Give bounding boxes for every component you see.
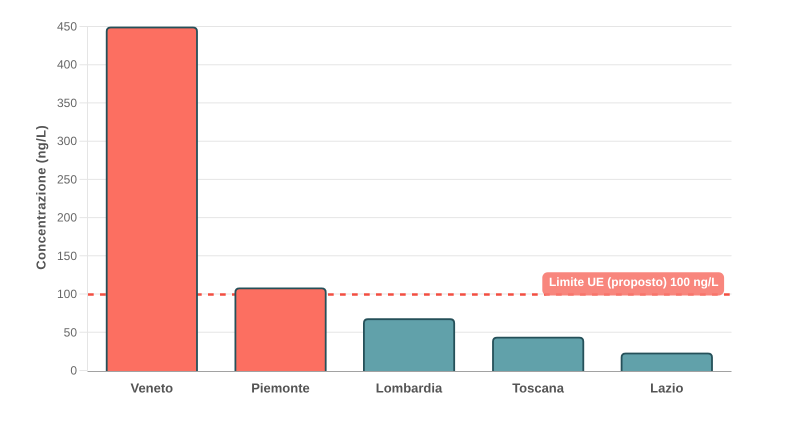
svg-text:Lazio: Lazio bbox=[650, 381, 683, 396]
svg-text:150: 150 bbox=[57, 249, 77, 263]
svg-text:Veneto: Veneto bbox=[130, 381, 173, 396]
svg-text:450: 450 bbox=[57, 20, 77, 34]
svg-text:Lombardia: Lombardia bbox=[376, 381, 443, 396]
svg-text:Toscana: Toscana bbox=[512, 381, 565, 396]
svg-text:Piemonte: Piemonte bbox=[251, 381, 310, 396]
svg-text:250: 250 bbox=[57, 172, 77, 186]
svg-text:50: 50 bbox=[64, 325, 78, 339]
svg-text:Limite UE (proposto) 100 ng/L: Limite UE (proposto) 100 ng/L bbox=[549, 275, 719, 289]
svg-text:100: 100 bbox=[57, 287, 77, 301]
svg-text:300: 300 bbox=[57, 134, 77, 148]
svg-text:350: 350 bbox=[57, 96, 77, 110]
svg-text:400: 400 bbox=[57, 58, 77, 72]
svg-text:200: 200 bbox=[57, 211, 77, 225]
svg-text:0: 0 bbox=[70, 364, 77, 378]
svg-text:Concentrazione (ng/L): Concentrazione (ng/L) bbox=[34, 125, 49, 270]
